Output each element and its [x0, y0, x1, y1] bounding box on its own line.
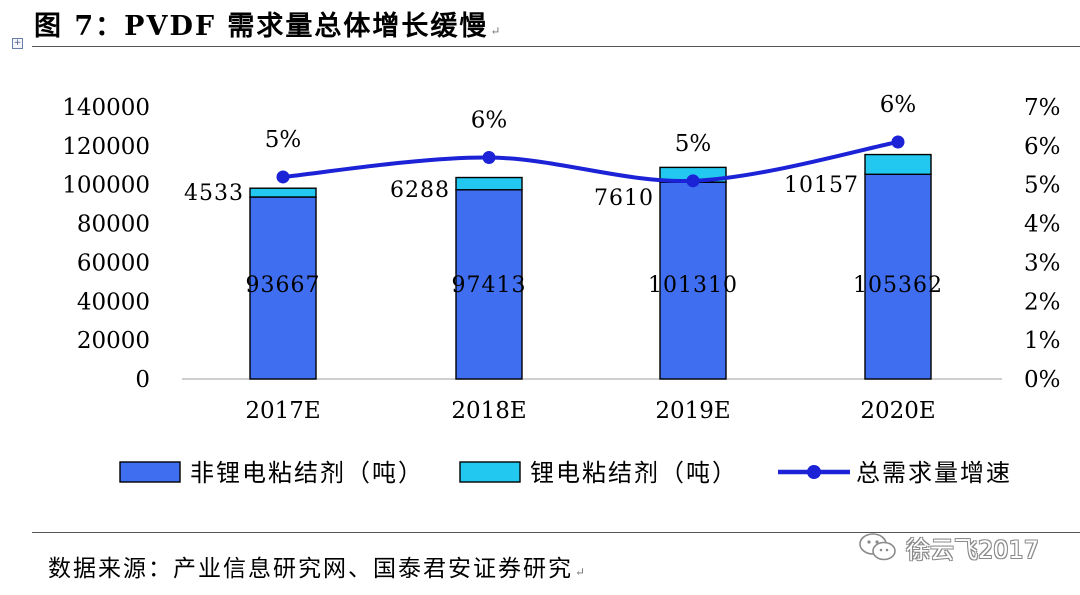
return-mark: ↵ [490, 24, 503, 38]
x-tick-label: 2019E [655, 398, 730, 424]
return-mark: ↵ [575, 565, 588, 579]
bar-non-li [659, 181, 727, 380]
y-left-tick-label: 80000 [77, 212, 150, 238]
legend-swatch-li [459, 461, 521, 483]
growth-label: 5% [265, 127, 302, 153]
y-right-tick-label: 6% [1024, 134, 1061, 160]
y-left-tick-label: 60000 [77, 250, 150, 276]
legend-swatch-point [807, 465, 821, 479]
bottom-rule [32, 532, 1080, 533]
data-label-non-li: 101310 [648, 273, 738, 298]
y-right-tick-label: 0% [1024, 367, 1061, 393]
top-rule [32, 46, 1080, 47]
legend-label-li: 锂电粘结剂（吨） [530, 459, 738, 487]
growth-point [482, 151, 496, 165]
growth-point [891, 135, 905, 149]
chart: 0 20000 40000 60000 80000 100000 120000 140000 0… [62, 92, 1061, 487]
watermark-text: 徐云飞2017 [906, 535, 1040, 564]
y-left-tick-label: 140000 [62, 95, 150, 121]
data-label-li: 10157 [784, 173, 859, 198]
title-row: 图 7：PVDF 需求量总体增长缓慢 ↵ [0, 0, 1080, 46]
data-label-non-li: 105362 [853, 273, 943, 298]
y-left-tick-label: 20000 [77, 328, 150, 354]
data-label-non-li: 97413 [452, 273, 527, 298]
source-note: 数据来源：产业信息研究网、国泰君安证券研究 ↵ [48, 556, 588, 582]
expand-icon[interactable]: + [12, 38, 23, 49]
y-right-tick-label: 1% [1024, 328, 1061, 354]
y-right-tick-label: 3% [1024, 250, 1061, 276]
legend-swatch-non-li [119, 461, 181, 483]
legend-label-growth: 总需求量增速 [856, 459, 1012, 487]
x-tick-label: 2020E [860, 398, 935, 424]
page-title: 图 7：PVDF 需求量总体增长缓慢 ↵ [34, 11, 503, 42]
watermark: 徐云飞2017 [858, 527, 1039, 567]
bar-li [455, 176, 523, 191]
y-left-tick-label: 40000 [77, 289, 150, 315]
growth-label: 5% [675, 131, 712, 157]
y-left-tick-label: 120000 [62, 134, 150, 160]
x-tick-label: 2017E [245, 398, 320, 424]
data-label-non-li: 93667 [246, 273, 321, 298]
growth-line [282, 140, 899, 183]
growth-point [276, 170, 290, 184]
y-right-tick-label: 5% [1024, 173, 1061, 199]
growth-label: 6% [471, 108, 508, 134]
y-left-tick-label: 100000 [62, 173, 150, 199]
y-right-tick-label: 4% [1024, 212, 1061, 238]
legend-label-non-li: 非锂电粘结剂（吨） [190, 459, 424, 487]
bar-li [864, 153, 932, 175]
data-label-li: 4533 [184, 181, 244, 206]
growth-label: 6% [880, 92, 917, 118]
y-left-tick-label: 0 [135, 367, 150, 393]
data-label-li: 6288 [390, 178, 450, 203]
bar-non-li [249, 196, 317, 380]
bar-non-li [864, 173, 932, 380]
bar-non-li [455, 189, 523, 380]
x-tick-label: 2018E [451, 398, 526, 424]
wechat-icon [859, 533, 896, 561]
y-right-tick-label: 2% [1024, 289, 1061, 315]
bar-li [249, 187, 317, 198]
data-label-li: 7610 [594, 186, 654, 211]
growth-point [686, 174, 700, 188]
y-right-tick-label: 7% [1024, 95, 1061, 121]
